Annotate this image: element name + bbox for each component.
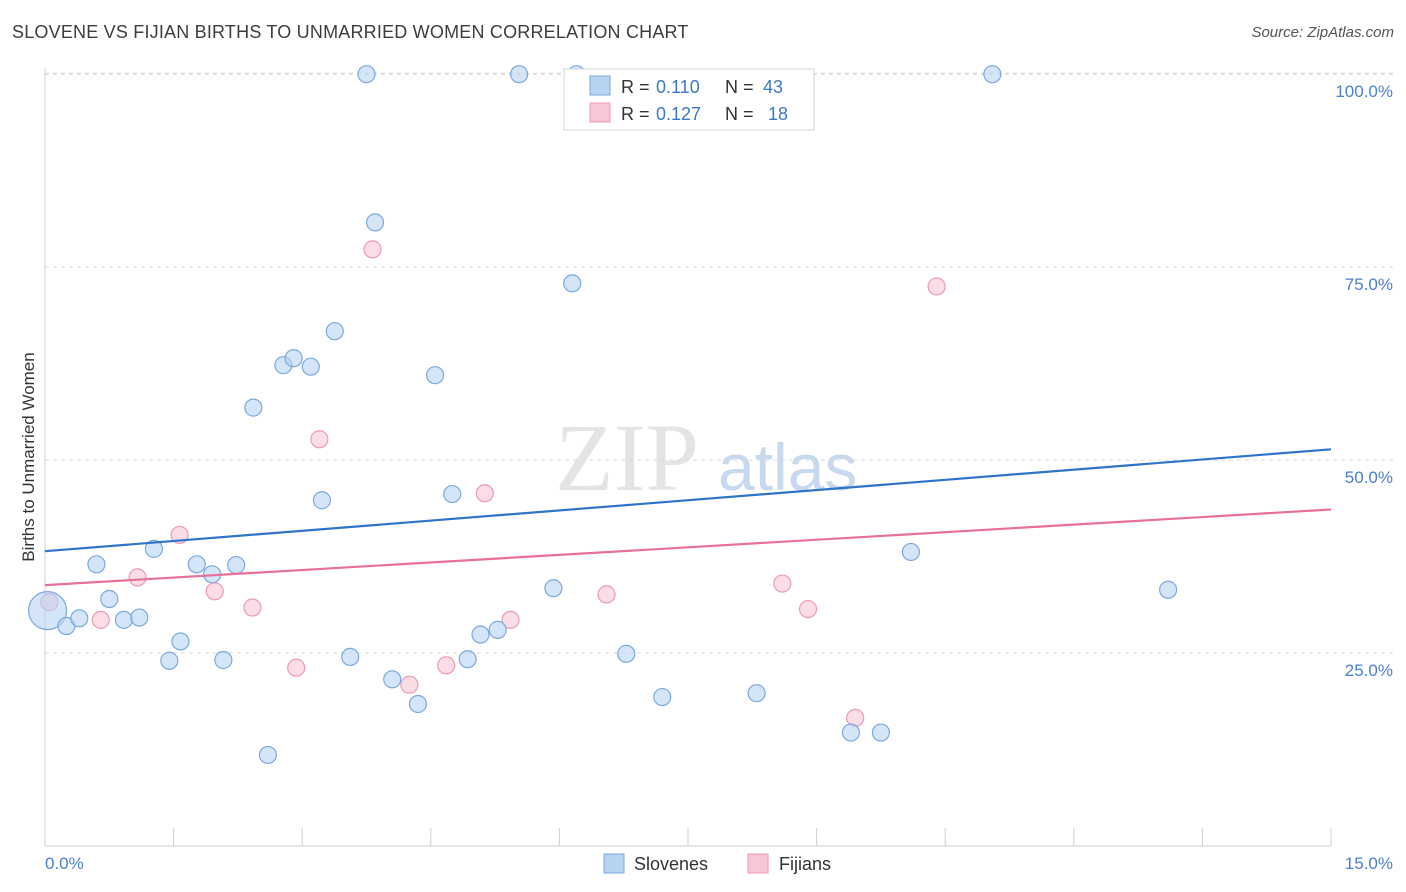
slovenes-point-25	[408, 694, 428, 714]
x-tick-label-min: 0.0%	[45, 854, 84, 873]
legend-n-value-2: 18	[768, 104, 788, 124]
slovenes-point-9	[171, 632, 190, 651]
slovenes-point-3	[87, 555, 106, 574]
fijians-point-10	[437, 656, 456, 675]
slovenes-point-22	[357, 65, 376, 84]
y-tick-label-100: 100.0%	[1335, 82, 1393, 101]
fijians-point-5	[243, 598, 262, 617]
fijians-point-2	[128, 568, 147, 587]
y-tick-label-75: 75.0%	[1345, 275, 1393, 294]
legend-swatch-fijians	[589, 102, 611, 123]
trend-lines	[44, 448, 1332, 587]
fijians-point-12	[501, 610, 520, 629]
legend-swatch-slovenes	[589, 75, 611, 96]
slovenes-point-31	[510, 65, 529, 84]
legend-key-slovenes	[603, 853, 625, 874]
fijians-point-17	[927, 277, 946, 296]
y-tick-label-50: 50.0%	[1345, 468, 1393, 487]
slovenes-point-42	[1159, 580, 1178, 599]
slovenes-point-26	[425, 366, 445, 385]
legend-key-fijians	[747, 853, 769, 874]
fijians-point-4	[205, 582, 224, 601]
slovenes-point-32	[544, 579, 563, 598]
gridlines	[45, 72, 1393, 654]
x-ticks	[44, 828, 1332, 846]
legend-r-label-2: R =	[621, 104, 650, 124]
slovenes-point-27	[443, 484, 462, 504]
slovenes-point-24	[383, 670, 402, 689]
slovenes-point-18	[301, 357, 320, 376]
slovenes-trend-line	[44, 448, 1332, 553]
slovenes-point-41	[983, 65, 1002, 84]
fijians-point-15	[798, 599, 818, 619]
slovenes-point-37	[747, 684, 766, 703]
legend-r-label-1: R =	[621, 77, 650, 97]
legend-n-label-2: N =	[725, 104, 754, 124]
slovenes-point-15	[258, 745, 278, 765]
slovenes-point-21	[341, 647, 360, 667]
slovenes-point-20	[325, 322, 344, 341]
watermark: ZIP atlas	[555, 404, 857, 511]
slovenes-point-39	[871, 723, 891, 742]
slovenes-point-35	[617, 644, 636, 663]
slovenes-point-14	[244, 398, 263, 417]
slovenes-point-13	[227, 555, 246, 575]
fijians-point-13	[597, 585, 616, 604]
fijians-trend-line	[44, 508, 1332, 587]
slovenes-point-6	[130, 608, 149, 627]
slovenes-point-19	[312, 491, 332, 510]
slovenes-points	[27, 65, 1178, 765]
y-tick-labels: 25.0% 50.0% 75.0% 100.0%	[1335, 82, 1393, 680]
series-legend: Slovenes Fijians	[603, 853, 831, 874]
legend-label-slovenes: Slovenes	[634, 854, 708, 874]
chart-title: SLOVENE VS FIJIAN BIRTHS TO UNMARRIED WO…	[12, 22, 689, 42]
slovenes-point-2	[70, 609, 89, 628]
fijians-point-7	[310, 430, 329, 449]
slovenes-point-4	[100, 589, 119, 609]
slovenes-point-40	[901, 542, 921, 562]
slovenes-point-12	[214, 650, 233, 670]
slovenes-point-33	[563, 274, 582, 293]
slovenes-point-5	[114, 610, 133, 629]
y-tick-label-25: 25.0%	[1345, 661, 1393, 680]
slovenes-point-0	[27, 590, 68, 631]
source-label: Source: ZipAtlas.com	[1251, 24, 1394, 41]
slovenes-point-29	[471, 625, 490, 644]
slovenes-point-8	[160, 651, 179, 670]
slovenes-point-36	[653, 687, 672, 707]
slovenes-point-38	[841, 723, 860, 742]
legend-label-fijians: Fijians	[779, 854, 831, 874]
legend-n-label-1: N =	[725, 77, 754, 97]
fijians-point-6	[287, 658, 306, 677]
x-tick-label-max: 15.0%	[1345, 854, 1393, 873]
watermark-zip: ZIP	[555, 404, 699, 511]
fijians-point-8	[363, 240, 382, 259]
y-axis-label: Births to Unmarried Women	[19, 352, 38, 561]
slovenes-point-28	[458, 650, 477, 669]
slovenes-point-10	[187, 555, 206, 574]
fijians-point-11	[475, 484, 494, 503]
slovenes-point-7	[144, 539, 163, 558]
fijians-point-9	[400, 675, 419, 694]
slovenes-point-17	[284, 349, 303, 368]
correlation-legend: R = 0.110 N = 43 R = 0.127 N = 18	[563, 68, 815, 131]
fijians-point-14	[773, 574, 792, 593]
slovenes-point-30	[488, 620, 507, 639]
legend-r-value-1: 0.110	[656, 77, 700, 97]
legend-r-value-2: 0.127	[656, 104, 701, 124]
fijians-point-1	[91, 610, 110, 629]
slovenes-point-23	[365, 213, 385, 232]
legend-n-value-1: 43	[763, 77, 783, 97]
